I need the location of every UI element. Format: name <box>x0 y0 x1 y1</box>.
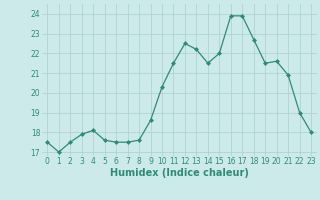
X-axis label: Humidex (Indice chaleur): Humidex (Indice chaleur) <box>110 168 249 178</box>
